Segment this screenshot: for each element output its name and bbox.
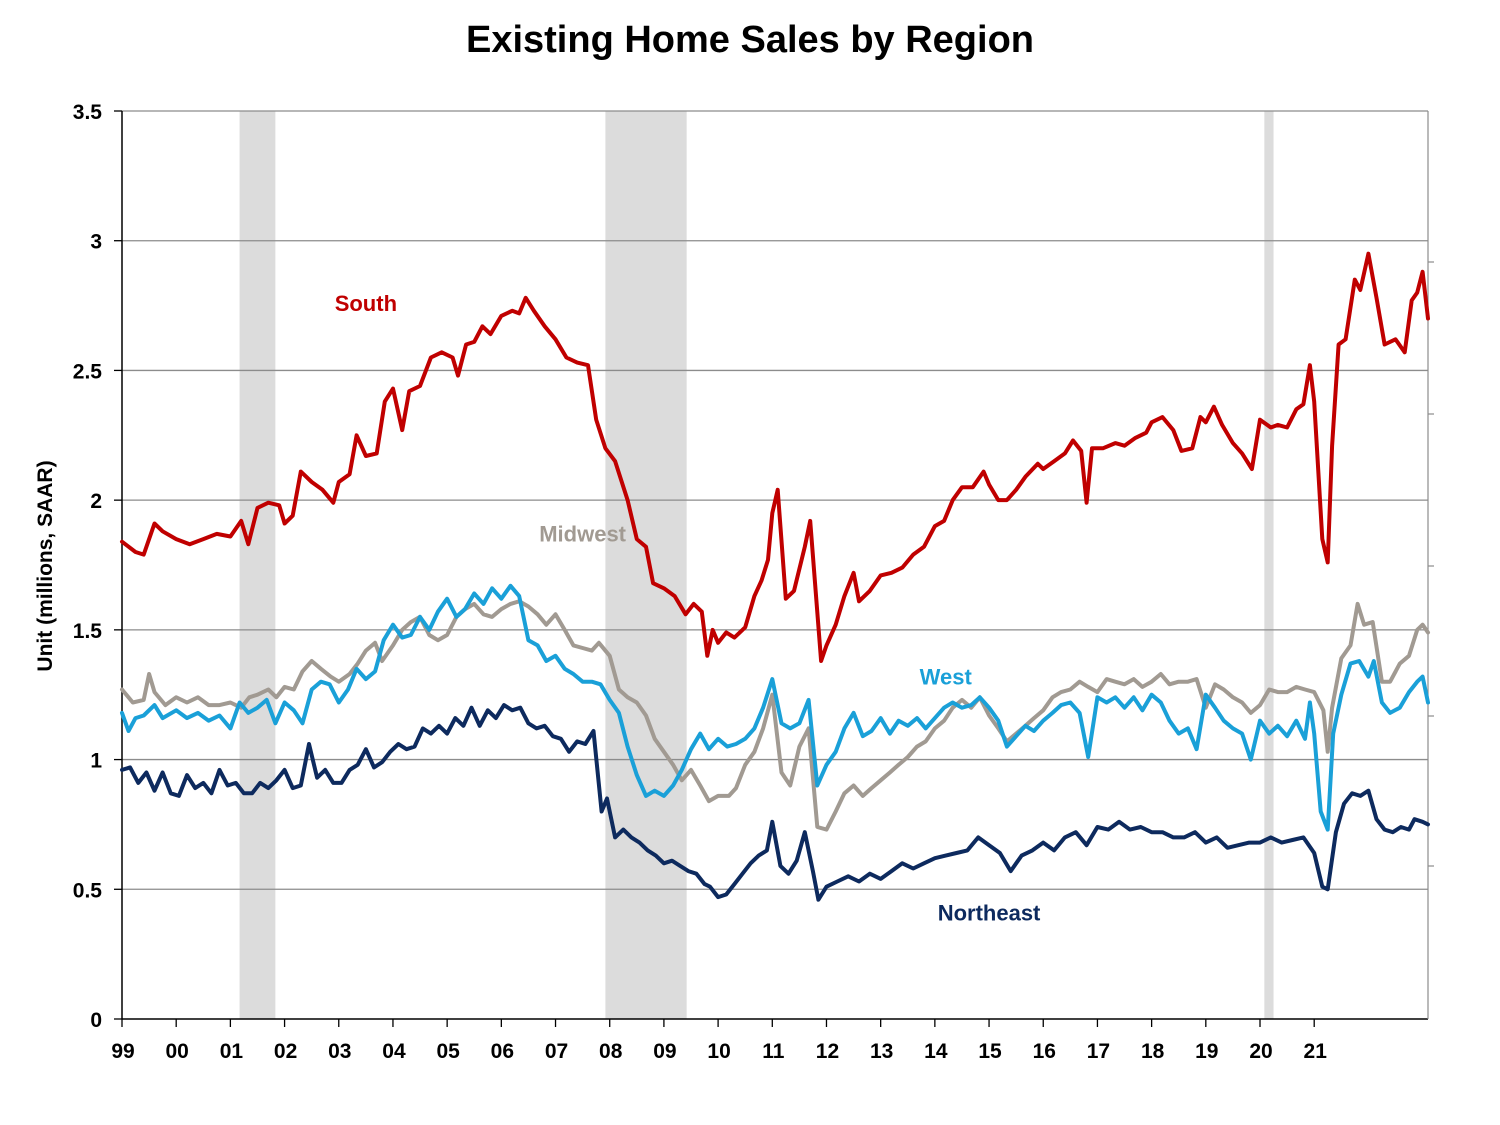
x-tick-label-08: 08	[599, 1040, 623, 1063]
y-tick-label-1.5: 1.5	[73, 620, 103, 643]
y-tick-label-3: 3	[90, 231, 102, 254]
y-tick-label-3.5: 3.5	[73, 101, 103, 124]
y-tick-label-2: 2	[90, 490, 102, 513]
x-tick-label-13: 13	[870, 1040, 893, 1063]
x-tick-label-04: 04	[382, 1040, 406, 1063]
x-tick-label-00: 00	[166, 1040, 189, 1063]
y-tick-labels-group: 0 0.5 1 1.5 2 2.5 3 3.5	[73, 101, 103, 1032]
y-tick-label-2.5: 2.5	[73, 360, 103, 383]
x-tick-label-07: 07	[545, 1040, 568, 1063]
x-tick-label-11: 11	[762, 1040, 785, 1063]
y-tick-label-0: 0	[90, 1009, 102, 1032]
axes-group	[121, 111, 1434, 1027]
series-line-south	[120, 251, 1430, 663]
series-label-northeast: Northeast	[938, 900, 1041, 925]
x-tick-label-10: 10	[707, 1040, 730, 1063]
x-tick-label-01: 01	[220, 1040, 244, 1063]
x-tick-label-02: 02	[274, 1040, 297, 1063]
gridlines-group	[114, 110, 1428, 1020]
series-line-midwest	[120, 599, 1430, 832]
series-line-northeast	[120, 703, 1430, 902]
chart-title: Existing Home Sales by Region	[466, 19, 1034, 61]
recession-shading-group	[239, 111, 1274, 1019]
x-tick-label-18: 18	[1141, 1040, 1165, 1063]
series-lines-group	[120, 251, 1430, 902]
recession-band-2	[605, 111, 687, 1019]
y-axis-label: Unit (millions, SAAR)	[34, 460, 57, 671]
y-tick-label-0.5: 0.5	[73, 879, 103, 902]
series-label-west: West	[920, 664, 973, 689]
y-tick-label-1: 1	[90, 750, 102, 773]
x-tick-label-99: 99	[111, 1040, 134, 1063]
series-label-south: South	[335, 291, 397, 316]
x-tick-label-19: 19	[1195, 1040, 1218, 1063]
x-tick-label-12: 12	[816, 1040, 839, 1063]
x-tick-label-16: 16	[1033, 1040, 1056, 1063]
x-tick-label-21: 21	[1304, 1040, 1328, 1063]
recession-band-1	[239, 111, 276, 1019]
x-tick-label-14: 14	[924, 1040, 948, 1063]
x-tick-label-15: 15	[978, 1040, 1002, 1063]
x-tick-label-06: 06	[491, 1040, 514, 1063]
x-tick-labels-group: 99 00 01 02 03 04 05 06 07 08 09 10 11 12 13 14 15 16 17 18…	[111, 1040, 1327, 1063]
x-tick-label-09: 09	[653, 1040, 676, 1063]
series-label-midwest: Midwest	[539, 522, 626, 547]
recession-band-3	[1264, 111, 1274, 1019]
series-labels-group: South Midwest West Northeast	[335, 291, 1041, 926]
x-tick-label-20: 20	[1249, 1040, 1272, 1063]
x-tick-label-17: 17	[1087, 1040, 1110, 1063]
x-tick-label-05: 05	[436, 1040, 460, 1063]
series-line-west	[120, 583, 1430, 832]
x-tick-label-03: 03	[328, 1040, 351, 1063]
